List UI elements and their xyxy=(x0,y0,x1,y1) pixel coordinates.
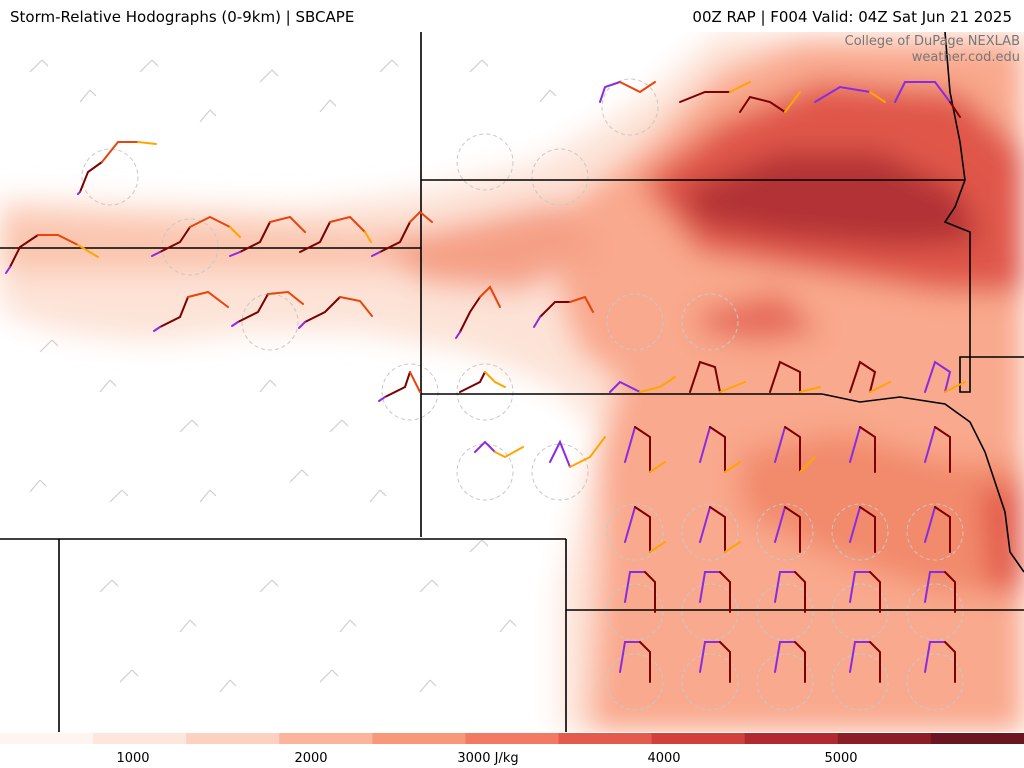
hodograph-grid-i xyxy=(849,506,876,553)
colorbar-segment xyxy=(279,733,373,744)
hodograph-ks-a xyxy=(455,285,501,339)
colorbar-segment xyxy=(465,733,560,744)
colorbar-label-3000: 3000 J/kg xyxy=(457,751,519,766)
hodograph-row-mo-1 xyxy=(609,376,676,393)
hodograph-ks-b xyxy=(533,295,594,328)
hodograph-ks-c xyxy=(378,371,421,402)
colorbar-segment xyxy=(186,733,280,744)
hodograph-grid-n xyxy=(849,571,881,613)
colorbar-segment xyxy=(0,733,94,744)
hodograph-grid-r xyxy=(774,641,806,683)
hodograph-grid-d xyxy=(849,426,876,473)
hodograph-row-mo-2 xyxy=(689,360,746,393)
colorbar-label-2000: 2000 xyxy=(294,751,328,766)
hodograph-ks-f xyxy=(549,436,606,468)
hodograph-row2-c xyxy=(298,296,373,329)
hodograph-ia-e xyxy=(894,81,961,118)
colorbar-segment xyxy=(744,733,839,744)
map-panel xyxy=(0,32,1024,732)
hodograph-row2-b xyxy=(231,290,304,327)
cape-shading xyxy=(0,32,1024,732)
state-borders xyxy=(0,32,1024,732)
credit-line2: weather.cod.edu xyxy=(911,50,1020,65)
title-left: Storm-Relative Hodographs (0-9km) | SBCA… xyxy=(10,8,355,26)
credit: College of DuPage NEXLAB weather.cod.edu xyxy=(845,34,1020,66)
hodograph-ia-b xyxy=(679,81,751,103)
wind-barbs xyxy=(29,59,557,693)
colorbar-segment xyxy=(558,733,653,744)
hodograph-row2-a xyxy=(153,290,229,332)
colorbar-segment xyxy=(372,733,466,744)
hodograph-ks-d xyxy=(459,371,506,393)
hodograph-row-mo-5 xyxy=(924,360,966,393)
hodograph-grid-f xyxy=(624,506,666,553)
hodograph-grid-k xyxy=(624,571,656,613)
hodograph-grid-h xyxy=(774,506,801,553)
hodograph-grid-b xyxy=(699,426,741,473)
hodograph-ia-c xyxy=(739,91,801,113)
hodograph-grid-a xyxy=(624,426,666,473)
hodograph-ks-e xyxy=(474,440,524,459)
colorbar xyxy=(0,733,1024,744)
title-right: 00Z RAP | F004 Valid: 04Z Sat Jun 21 202… xyxy=(692,8,1012,26)
hodograph-grid-o xyxy=(924,571,956,613)
hodograph-grid-m xyxy=(774,571,806,613)
colorbar-label-1000: 1000 xyxy=(116,751,150,766)
hodograph-ia-a xyxy=(599,81,656,103)
colorbar-label-4000: 4000 xyxy=(647,751,681,766)
colorbar-label-5000: 5000 xyxy=(824,751,858,766)
hodograph-grid-s xyxy=(849,641,881,683)
hodograph-grid-l xyxy=(699,571,731,613)
hodograph-row1-e xyxy=(371,210,433,257)
hodograph-grid-g xyxy=(699,506,741,553)
hodographs xyxy=(5,81,966,683)
colorbar-segment xyxy=(930,733,1024,744)
credit-line1: College of DuPage NEXLAB xyxy=(844,34,1020,49)
hodograph-grid-q xyxy=(699,641,731,683)
hodograph-rings xyxy=(81,78,964,711)
hodograph-ne-panhandle xyxy=(77,141,157,195)
colorbar-segment xyxy=(651,733,746,744)
hodograph-row1-d xyxy=(299,215,372,253)
hodograph-row1-a xyxy=(5,234,99,274)
hodograph-grid-e xyxy=(924,426,951,473)
hodograph-ia-d xyxy=(814,85,886,103)
colorbar-segment xyxy=(837,733,932,744)
hodograph-grid-p xyxy=(619,641,651,683)
hodograph-row1-b xyxy=(151,215,241,257)
hodograph-row1-c xyxy=(229,215,306,257)
colorbar-segment xyxy=(93,733,187,744)
hodograph-grid-j xyxy=(924,506,951,553)
hodograph-grid-c xyxy=(774,426,816,473)
hodograph-grid-t xyxy=(924,641,956,683)
hodograph-row-mo-4 xyxy=(849,360,891,393)
hodograph-row-mo-3 xyxy=(769,360,821,393)
